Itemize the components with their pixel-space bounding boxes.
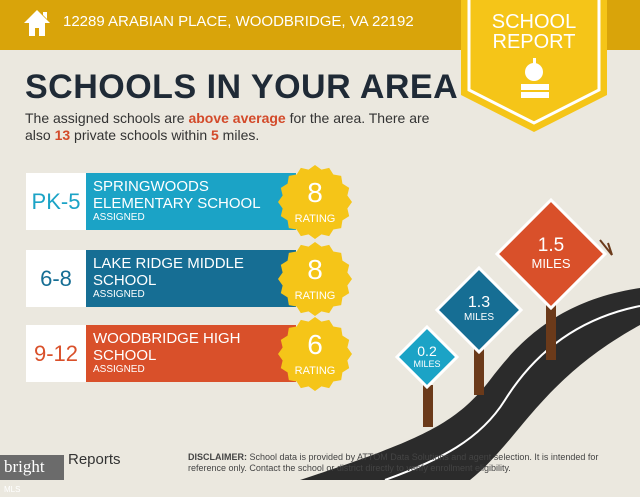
grade-range: PK-5 <box>26 173 86 230</box>
rating-label: RATING <box>294 365 336 377</box>
sign-value: 0.2 <box>417 343 437 359</box>
rating-seal-icon <box>278 242 352 316</box>
sign-value: 1.5 <box>537 235 565 256</box>
disclaimer: DISCLAIMER: School data is provided by A… <box>188 452 599 473</box>
school-status: ASSIGNED <box>93 212 145 223</box>
rating-seal: 8 RATING <box>278 242 352 316</box>
sign-unit: MILES <box>531 256 571 271</box>
rating-value: 6 <box>307 329 323 360</box>
school-row[interactable]: 9-12 WOODBRIDGE HIGH SCHOOL ASSIGNED <box>26 325 296 382</box>
distance-sign: 1.3 MILES <box>435 266 523 354</box>
intro-text: The assigned schools are above average f… <box>25 110 430 143</box>
bright-mls-logo: bright MLS <box>0 455 64 494</box>
rating-label: RATING <box>294 213 336 225</box>
grade-range: 6-8 <box>26 250 86 307</box>
rating-label: RATING <box>294 290 336 302</box>
sign-unit: MILES <box>463 312 494 323</box>
badge-title: SCHOOL REPORT <box>491 11 577 53</box>
home-icon <box>24 10 50 36</box>
apple-books-icon <box>521 58 549 98</box>
school-name: WOODBRIDGE HIGH SCHOOL <box>93 330 241 364</box>
distance-sign: 1.5 MILES <box>495 198 607 310</box>
rating-seal: 6 RATING <box>278 317 352 391</box>
school-status: ASSIGNED <box>93 289 145 300</box>
school-report-badge <box>461 0 607 132</box>
rating-seal-icon <box>278 165 352 239</box>
reports-logo-text: Reports <box>68 451 121 468</box>
school-name: LAKE RIDGE MIDDLE SCHOOL <box>93 255 244 289</box>
rating-value: 8 <box>307 177 323 208</box>
grade-range: 9-12 <box>26 325 86 382</box>
rating-value: 8 <box>307 254 323 285</box>
sign-value: 1.3 <box>467 294 491 311</box>
road-illustration <box>300 239 640 480</box>
sign-post <box>546 290 556 360</box>
school-status: ASSIGNED <box>93 364 145 375</box>
rating-seal: 8 RATING <box>278 165 352 239</box>
school-name: SPRINGWOODS ELEMENTARY SCHOOL <box>93 178 261 212</box>
sign-post <box>423 385 433 427</box>
sign-unit: MILES <box>413 359 441 369</box>
distance-sign: 0.2 MILES <box>395 325 459 389</box>
school-row[interactable]: PK-5 SPRINGWOODS ELEMENTARY SCHOOL ASSIGNE… <box>26 173 296 230</box>
school-row[interactable]: 6-8 LAKE RIDGE MIDDLE SCHOOL ASSIGNED <box>26 250 296 307</box>
sign-post <box>474 340 484 395</box>
page-title: SCHOOLS IN YOUR AREA <box>25 68 459 106</box>
rating-seal-icon <box>278 317 352 391</box>
property-address: 12289 ARABIAN PLACE, WOODBRIDGE, VA 2219… <box>63 13 414 30</box>
